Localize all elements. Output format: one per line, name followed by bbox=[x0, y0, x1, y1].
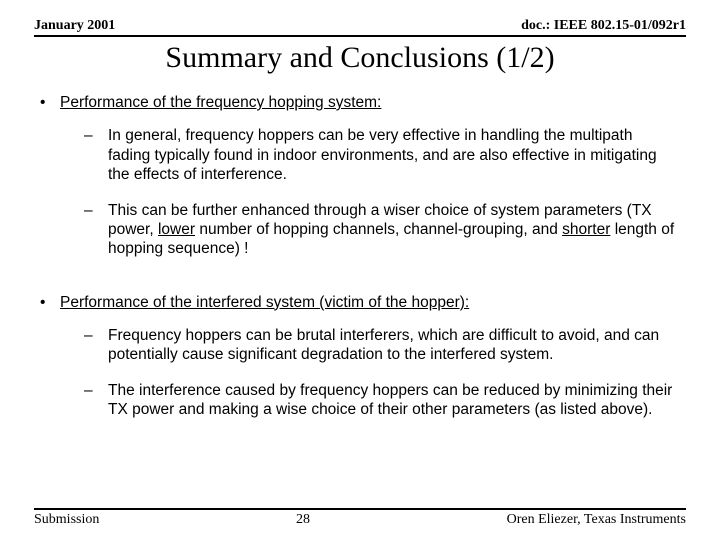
slide-title: Summary and Conclusions (1/2) bbox=[34, 41, 686, 75]
sub-bullet-item: –The interference caused by frequency ho… bbox=[84, 381, 686, 420]
footer-left: Submission bbox=[34, 512, 99, 528]
bullet-marker: • bbox=[34, 293, 60, 312]
dash-marker: – bbox=[84, 326, 108, 365]
dash-marker: – bbox=[84, 381, 108, 420]
footer-author: Oren Eliezer, Texas Instruments bbox=[507, 512, 686, 528]
sub-bullet-text: In general, frequency hoppers can be ver… bbox=[108, 126, 686, 184]
bullet-text: Performance of the frequency hopping sys… bbox=[60, 93, 686, 112]
bullet-item: •Performance of the interfered system (v… bbox=[34, 293, 686, 312]
section-gap bbox=[34, 275, 686, 293]
sub-bullet-text: This can be further enhanced through a w… bbox=[108, 201, 686, 259]
bullet-item: •Performance of the frequency hopping sy… bbox=[34, 93, 686, 112]
dash-marker: – bbox=[84, 201, 108, 259]
footer-page: 28 bbox=[296, 512, 310, 528]
content-area: •Performance of the frequency hopping sy… bbox=[34, 93, 686, 420]
sub-bullet-text: The interference caused by frequency hop… bbox=[108, 381, 686, 420]
sub-bullet-item: –In general, frequency hoppers can be ve… bbox=[84, 126, 686, 184]
sub-bullet-text: Frequency hoppers can be brutal interfer… bbox=[108, 326, 686, 365]
header-docnum: doc.: IEEE 802.15-01/092r1 bbox=[521, 18, 686, 34]
bullet-text: Performance of the interfered system (vi… bbox=[60, 293, 686, 312]
bullet-marker: • bbox=[34, 93, 60, 112]
dash-marker: – bbox=[84, 126, 108, 184]
header-bar: January 2001 doc.: IEEE 802.15-01/092r1 bbox=[34, 18, 686, 37]
slide: January 2001 doc.: IEEE 802.15-01/092r1 … bbox=[0, 0, 720, 540]
footer-bar: Submission 28 Oren Eliezer, Texas Instru… bbox=[34, 508, 686, 528]
header-date: January 2001 bbox=[34, 18, 115, 34]
sub-bullet-item: –This can be further enhanced through a … bbox=[84, 201, 686, 259]
sub-bullet-item: –Frequency hoppers can be brutal interfe… bbox=[84, 326, 686, 365]
